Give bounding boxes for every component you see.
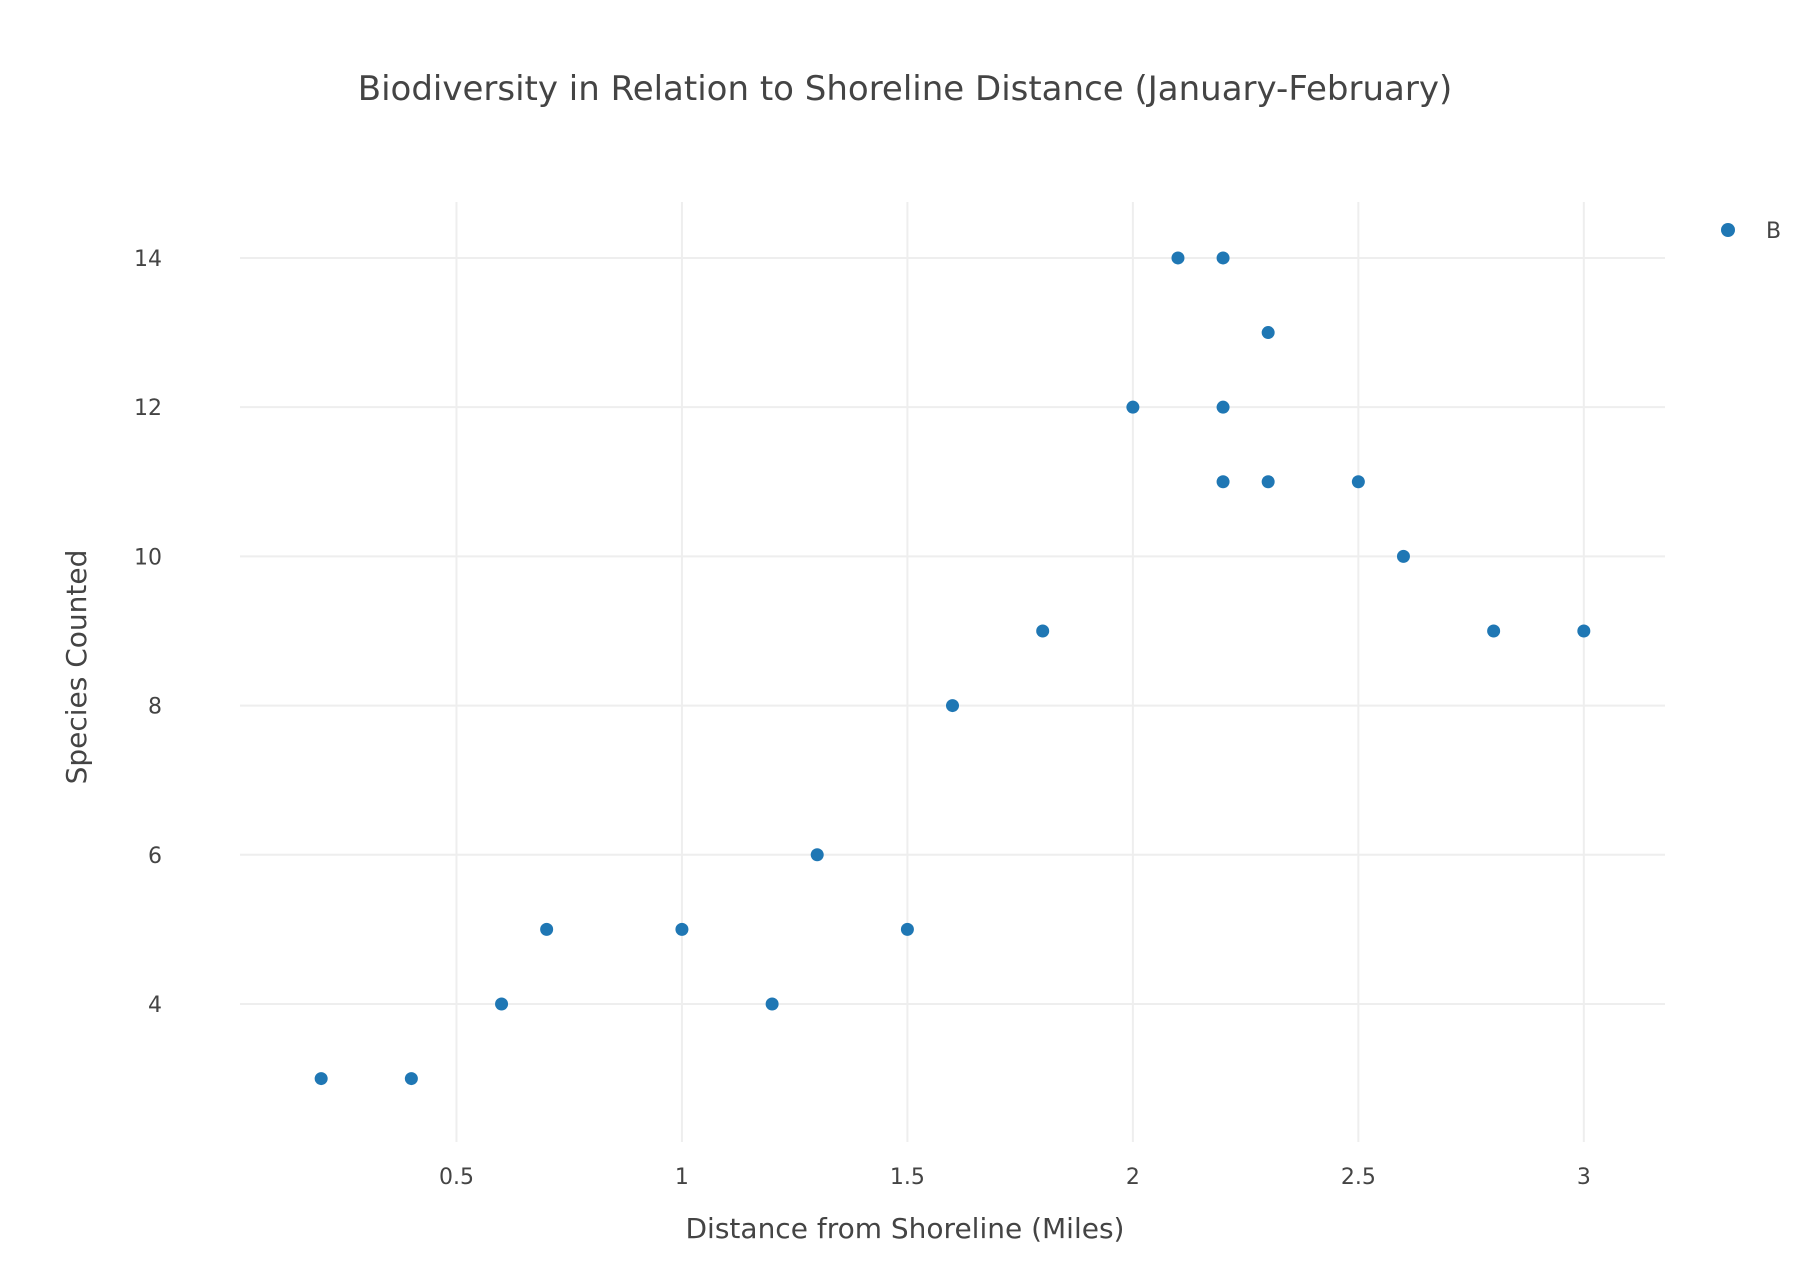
data-point[interactable] xyxy=(495,997,509,1011)
x-axis-ticks: 0.5 1 1.5 2 2.5 3 xyxy=(439,1165,1591,1190)
data-points xyxy=(314,251,1591,1086)
y-axis-ticks: 4 6 8 10 12 14 xyxy=(134,247,162,1018)
data-point[interactable] xyxy=(675,922,689,936)
x-tick-label: 2.5 xyxy=(1341,1165,1376,1190)
y-tick-label: 4 xyxy=(148,993,162,1018)
legend-label-B: B xyxy=(1766,219,1781,244)
y-tick-label: 6 xyxy=(148,844,162,869)
y-axis-title: Species Counted xyxy=(60,550,93,785)
x-tick-label: 1 xyxy=(675,1165,689,1190)
y-tick-label: 12 xyxy=(134,396,162,421)
data-point[interactable] xyxy=(1487,624,1501,638)
y-tick-label: 10 xyxy=(134,545,162,570)
data-point[interactable] xyxy=(1351,475,1365,489)
data-point[interactable] xyxy=(1036,624,1050,638)
data-point[interactable] xyxy=(810,848,824,862)
data-point[interactable] xyxy=(900,922,914,936)
data-point[interactable] xyxy=(404,1072,418,1086)
x-axis-title: Distance from Shoreline (Miles) xyxy=(686,1212,1125,1245)
data-point[interactable] xyxy=(1216,475,1230,489)
y-tick-label: 8 xyxy=(148,695,162,720)
data-point[interactable] xyxy=(1126,400,1140,414)
data-point[interactable] xyxy=(1171,251,1185,265)
data-point[interactable] xyxy=(1396,549,1410,563)
chart-title: Biodiversity in Relation to Shoreline Di… xyxy=(358,69,1453,109)
data-point[interactable] xyxy=(1261,326,1275,340)
x-tick-label: 1.5 xyxy=(890,1165,925,1190)
data-point[interactable] xyxy=(1216,251,1230,265)
legend-marker-B xyxy=(1721,223,1735,237)
x-tick-label: 2 xyxy=(1126,1165,1140,1190)
data-point[interactable] xyxy=(1577,624,1591,638)
x-tick-label: 3 xyxy=(1577,1165,1591,1190)
x-tick-label: 0.5 xyxy=(439,1165,474,1190)
legend[interactable]: B xyxy=(1721,219,1781,244)
data-point[interactable] xyxy=(946,699,959,713)
data-point[interactable] xyxy=(765,997,779,1011)
data-point[interactable] xyxy=(1261,475,1275,489)
data-point[interactable] xyxy=(314,1072,328,1086)
data-point[interactable] xyxy=(540,922,554,936)
y-tick-label: 14 xyxy=(134,247,162,272)
data-point[interactable] xyxy=(1216,400,1230,414)
